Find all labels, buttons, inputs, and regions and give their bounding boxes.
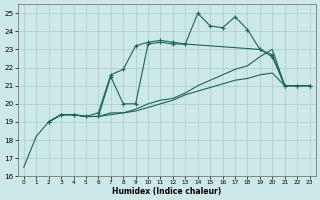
X-axis label: Humidex (Indice chaleur): Humidex (Indice chaleur) [112,187,221,196]
